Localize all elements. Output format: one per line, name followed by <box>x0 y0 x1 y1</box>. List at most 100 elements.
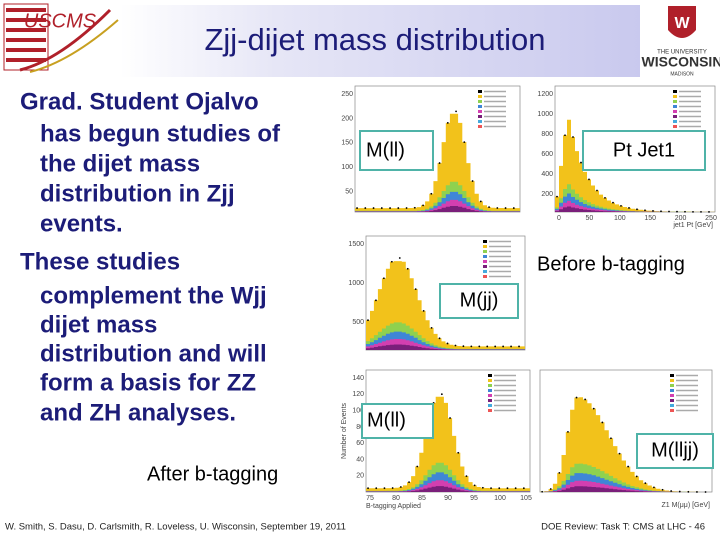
y-tick-label: 150 <box>341 140 353 147</box>
y-tick-label: 1000 <box>537 111 553 118</box>
histogram-layer <box>555 193 715 212</box>
histogram-layer <box>540 486 712 492</box>
legend-swatch <box>483 245 487 248</box>
data-point <box>708 211 710 213</box>
footer-right: DOE Review: Task T: CMS at LHC - 46 <box>541 522 705 533</box>
data-point <box>471 180 474 182</box>
body-line: events. <box>40 210 123 237</box>
data-point <box>478 345 481 348</box>
y-tick-label: 1500 <box>348 241 364 248</box>
plots: 250 200 150 100 50 1200 1000 800 600 400 200 0 50 100… <box>341 85 717 510</box>
data-point <box>422 204 424 207</box>
label: M(ll) <box>366 139 405 161</box>
footer-left: W. Smith, S. Dasu, D. Carlsmith, R. Love… <box>5 522 346 533</box>
data-point <box>481 486 484 489</box>
data-point <box>440 393 443 396</box>
legend <box>478 90 506 128</box>
x-tick-label: 105 <box>520 495 532 502</box>
data-point <box>700 211 702 213</box>
body-line: the dijet mass <box>40 150 200 177</box>
legend-swatch <box>478 100 482 103</box>
data-point <box>601 421 604 424</box>
data-point <box>399 486 402 488</box>
legend <box>488 374 516 412</box>
legend-swatch <box>670 399 674 402</box>
x-tick-label: 80 <box>392 495 400 502</box>
y-tick-label: 50 <box>345 189 353 196</box>
data-point <box>438 337 441 340</box>
data-point <box>416 465 419 468</box>
x-tick-label: 100 <box>494 495 506 502</box>
data-point <box>541 490 544 493</box>
data-point <box>506 487 509 490</box>
y-tick-label: 400 <box>541 171 553 178</box>
data-point <box>635 475 638 478</box>
data-point <box>455 110 457 113</box>
plot-caption: B-tagging Applied <box>366 503 421 510</box>
legend-swatch <box>670 374 674 377</box>
y-tick-label: 100 <box>341 164 353 171</box>
y-tick-label: 120 <box>352 391 364 398</box>
data-point <box>465 475 468 478</box>
legend-swatch <box>670 409 674 412</box>
body-line: and ZH analyses. <box>40 399 236 426</box>
data-point <box>490 487 492 490</box>
x-tick-label: 95 <box>470 495 478 502</box>
data-point <box>406 267 409 270</box>
y-tick-label: 1000 <box>348 280 364 287</box>
body-line: complement the Wjj <box>40 282 267 309</box>
y-tick-label: 140 <box>352 375 364 382</box>
histogram-layer <box>366 344 525 350</box>
data-point <box>670 490 673 492</box>
legend-swatch <box>670 389 674 392</box>
label: Before b-tagging <box>537 253 685 275</box>
data-point <box>498 487 501 490</box>
x-tick-label: 250 <box>705 215 717 222</box>
data-point <box>620 204 622 207</box>
y-tick-label: 1200 <box>537 91 553 98</box>
legend-swatch <box>483 275 487 278</box>
legend-swatch <box>673 125 677 128</box>
x-tick-label: 50 <box>586 215 594 222</box>
legend-swatch <box>488 389 492 392</box>
y-tick-label: 60 <box>356 440 364 447</box>
logo-text: WISCONSIN <box>642 54 720 70</box>
body-line: These studies <box>20 248 180 275</box>
data-point <box>684 210 686 213</box>
body-line: form a basis for ZZ <box>40 369 256 396</box>
data-point <box>430 327 433 329</box>
legend-swatch <box>673 110 677 113</box>
data-point <box>692 210 694 213</box>
data-point <box>660 210 662 213</box>
y-tick-label: 100 <box>352 407 364 414</box>
data-point <box>696 491 698 493</box>
legend-swatch <box>478 105 482 108</box>
data-point <box>446 342 449 345</box>
legend-swatch <box>673 120 677 123</box>
y-axis-label: Number of Events <box>341 402 348 459</box>
body-line: distribution and will <box>40 340 267 367</box>
logo-text: MADISON <box>670 71 694 77</box>
legend-swatch <box>488 374 492 377</box>
data-point <box>572 136 574 138</box>
data-point <box>430 192 433 195</box>
histogram-layer <box>366 396 530 492</box>
x-tick-label: 85 <box>418 495 426 502</box>
legend-swatch <box>488 399 492 402</box>
data-point <box>422 309 425 312</box>
histogram-layer <box>355 206 520 212</box>
logo-text: USCMS <box>24 10 97 32</box>
legend-swatch <box>478 110 482 113</box>
data-point <box>704 491 707 493</box>
data-point <box>383 487 386 490</box>
data-point <box>375 299 377 302</box>
data-point <box>390 260 393 263</box>
y-tick-label: 600 <box>541 151 553 158</box>
data-point <box>382 277 385 280</box>
body-line: has begun studies of <box>40 120 281 147</box>
data-point <box>494 345 497 348</box>
data-point <box>446 122 449 124</box>
label: M(ll) <box>367 409 406 431</box>
data-point <box>644 209 646 212</box>
